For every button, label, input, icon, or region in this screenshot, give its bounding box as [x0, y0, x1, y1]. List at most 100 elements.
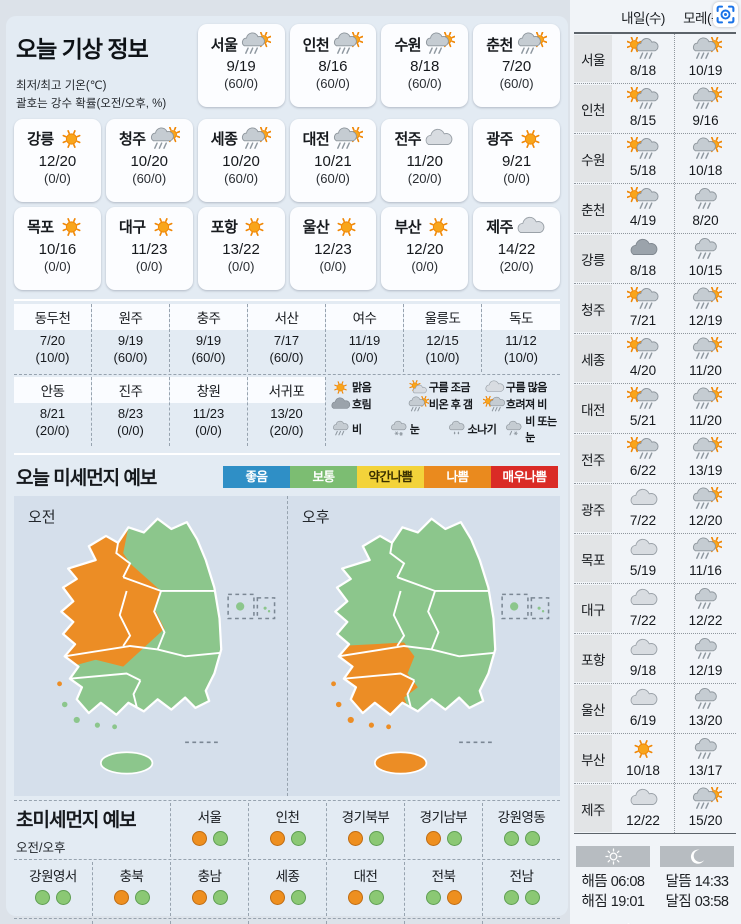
- temp-low-high: 9/19: [226, 58, 256, 75]
- city-name: 대구: [118, 219, 146, 237]
- legend-label: 흐려져 비: [505, 399, 548, 412]
- dust-maps: 오전 오후: [14, 496, 560, 797]
- moonrise-label: 달뜸: [665, 874, 692, 890]
- region-cell: 강원영서: [14, 862, 92, 916]
- weather-icon-rain-sun: [238, 126, 272, 151]
- temp-low-high: 11/23: [192, 406, 225, 422]
- temp-low-high: 8/20: [692, 213, 719, 228]
- forecast-row: 서울 8/18 10/19: [574, 34, 736, 84]
- weather-icon-rain-sun: [689, 287, 722, 311]
- ultrafine-row-3: 광주경북대구경남울산부산제주: [14, 918, 560, 924]
- region-name: 경기북부: [341, 810, 390, 826]
- dust-dots: [14, 890, 92, 910]
- map-morning: 오전: [14, 496, 287, 796]
- sunrise-line: 해뜸 06:08: [576, 872, 650, 892]
- logo-k: K: [608, 921, 620, 924]
- dust-level-chip: 매우나쁨: [491, 465, 558, 488]
- city-cell: 원주 9/19 (60/0): [92, 303, 170, 373]
- dust-dot-pm-normal: [368, 890, 384, 906]
- temp-low-high: 10/18: [688, 163, 723, 178]
- temp-low-high: 5/19: [629, 563, 657, 578]
- temp-low-high: 12/20: [405, 240, 444, 258]
- weather-card-header: 포항: [199, 215, 284, 239]
- weather-icon-rain: [689, 637, 722, 661]
- temp-low-high: 11/23: [131, 240, 168, 258]
- weather-card: 청주 10/20 (60/0): [105, 118, 193, 202]
- temp-low-high: 8/21: [39, 406, 66, 422]
- dust-dots: [249, 890, 326, 910]
- legend-item: 비 또는 눈: [502, 413, 560, 445]
- dust-dots: [327, 890, 404, 910]
- moon-bar: [660, 846, 734, 867]
- temp-low-high: 7/22: [629, 513, 657, 528]
- city-name: 포항: [574, 635, 612, 682]
- temp-low-high: 6/22: [629, 463, 657, 478]
- weather-icon-legend: 맑음 구름 조금 구름 많음 흐림 비온 후 갬 흐려져 비 비 눈 소나기 비 또는 눈: [326, 377, 560, 446]
- weather-icon-sun: [329, 379, 352, 396]
- city-name: 강릉: [574, 235, 612, 282]
- legend-label: 눈: [409, 423, 420, 436]
- weather-icon-rain: [329, 420, 352, 437]
- temp-low-high: 11/19: [348, 332, 381, 348]
- city-name: 창원: [170, 377, 247, 404]
- dust-dot-pm-normal: [524, 890, 540, 906]
- forecast-tomorrow: 5/19: [612, 534, 674, 583]
- dust-dot-pm-normal: [212, 831, 228, 847]
- region-cell: 전북: [404, 862, 482, 917]
- region-name: 대전: [353, 869, 378, 885]
- region-cell: 충남: [170, 862, 248, 917]
- note-temp: 최저/최고 기온(℃): [16, 80, 107, 92]
- region-cell: 경북: [92, 921, 170, 924]
- screen-capture-icon[interactable]: [713, 2, 738, 27]
- weather-icon-rain-sun: [689, 337, 722, 361]
- weather-card-header: 세종: [199, 126, 284, 151]
- region-cell: 제주: [482, 921, 560, 924]
- forecast-dayafter: 11/20: [674, 334, 736, 383]
- temp-low-high: 11/20: [689, 413, 722, 428]
- temp-low-high: 13/20: [688, 713, 723, 728]
- dust-dots: [249, 831, 326, 851]
- dust-dot-am-normal: [503, 890, 519, 906]
- legend-item: 흐림: [329, 396, 406, 413]
- city-values: 8/21 (20/0): [14, 403, 91, 446]
- forecast-tomorrow: 4/20: [612, 334, 674, 383]
- forecast-tomorrow: 6/19: [612, 684, 674, 733]
- moon-astro-block: 달뜸 14:33 달짐 03:58: [660, 846, 734, 913]
- temp-low-high: 12/22: [688, 613, 723, 628]
- forecast-dayafter: 11/20: [674, 384, 736, 433]
- temp-low-high: 7/17: [273, 332, 300, 348]
- dust-dot-am-normal: [35, 890, 50, 906]
- page-title: 오늘 기상 정보: [16, 36, 149, 62]
- dust-dot-pm-normal: [290, 890, 306, 906]
- forecast-row: 청주 7/21 12/19: [574, 284, 736, 334]
- precip-probability: (0/0): [319, 258, 347, 274]
- dust-level-chip: 좋음: [223, 465, 290, 488]
- city-name: 대전: [574, 385, 612, 432]
- temp-low-high: 8/23: [117, 406, 144, 422]
- weather-icon-sun-cloud: [406, 379, 429, 396]
- region-cell: 대전: [326, 862, 404, 917]
- temp-low-high: 9/16: [692, 113, 719, 128]
- forecast-dayafter: 13/17: [674, 734, 736, 783]
- city-name: 세종: [210, 131, 238, 149]
- temp-low-high: 8/18: [629, 263, 657, 278]
- forecast-row: 목포 5/19 11/16: [574, 534, 736, 584]
- weather-icon-rain-sun: [689, 437, 722, 461]
- weather-icon-cloud: [627, 537, 660, 561]
- region-cell: 부산: [404, 921, 482, 924]
- forecast-dayafter: 15/20: [674, 784, 736, 833]
- fine-dust-section: 오늘 미세먼지 예보 좋음 보통 약간나쁨 나쁨 매우나쁨 오전 오후: [14, 453, 560, 797]
- moonrise-time: 14:33: [694, 874, 729, 890]
- weather-icon-cloud: [514, 215, 547, 239]
- legend-label: 비온 후 갬: [428, 399, 473, 412]
- weather-icon-sun: [238, 215, 271, 239]
- weather-card-header: 제주: [474, 215, 559, 239]
- map-afternoon-label: 오후: [302, 509, 330, 527]
- temp-low-high: 15/20: [688, 813, 723, 828]
- legend-item: 눈: [387, 413, 445, 445]
- region-cell: 세종: [248, 862, 326, 917]
- weather-icon-sun: [55, 215, 88, 239]
- city-name: 서울: [210, 36, 238, 54]
- temp-low-high: 12/19: [688, 313, 723, 328]
- weather-icon-sun-rain: [626, 87, 660, 111]
